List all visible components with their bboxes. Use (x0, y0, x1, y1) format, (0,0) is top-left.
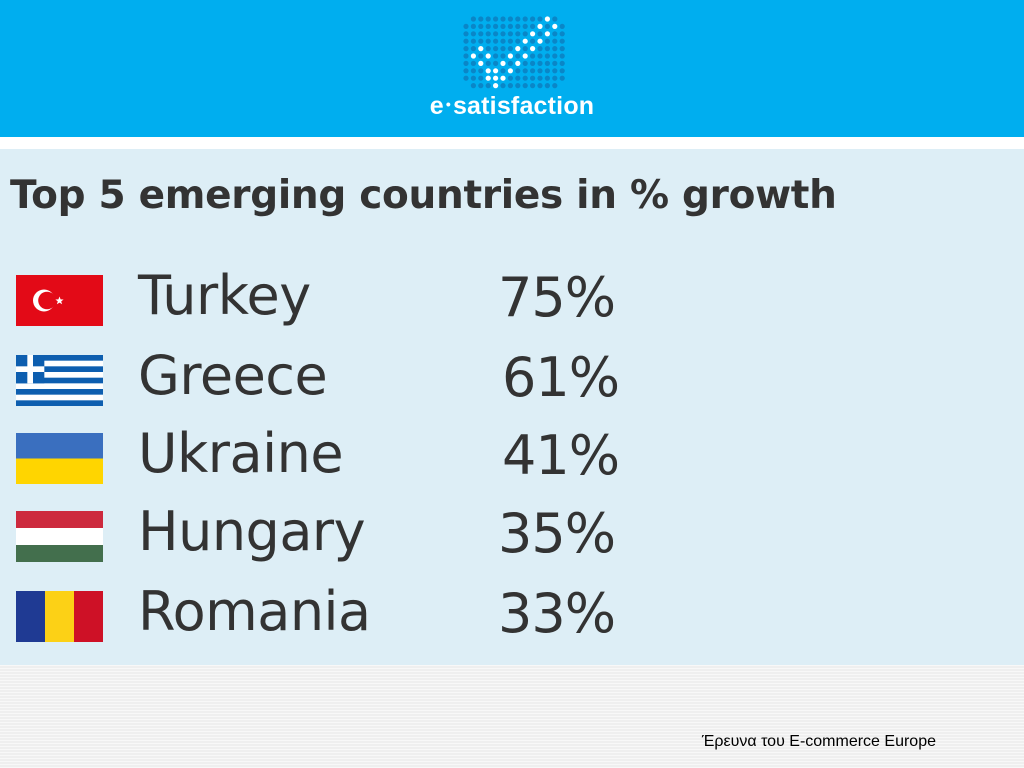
source-note: Έρευνα του E-commerce Europe (701, 733, 936, 750)
growth-value: 75% (498, 266, 616, 329)
footer-area (0, 665, 1024, 768)
slide-title: Top 5 emerging countries in % growth (10, 173, 837, 218)
brand-logo-text: e •satisfaction (0, 92, 1024, 121)
brand-prefix: e (429, 92, 444, 120)
country-name: Romania (138, 580, 371, 643)
country-name: Ukraine (138, 422, 344, 485)
greece-flag-icon (16, 355, 103, 406)
country-row-romania: Romania 33% (0, 580, 1024, 666)
divider-strip (0, 137, 1024, 149)
country-name: Turkey (138, 264, 311, 327)
hungary-flag-icon (16, 511, 103, 562)
brand-dot: • (445, 96, 451, 112)
ukraine-flag-icon (16, 433, 103, 484)
turkey-flag-icon (16, 275, 103, 326)
country-name: Hungary (138, 500, 366, 563)
country-row-hungary: Hungary 35% (0, 500, 1024, 586)
romania-flag-icon (16, 591, 103, 642)
country-row-ukraine: Ukraine 41% (0, 422, 1024, 508)
brand-suffix: satisfaction (452, 92, 595, 120)
content-panel: Top 5 emerging countries in % growth Tur… (0, 149, 1024, 665)
country-row-turkey: Turkey 75% (0, 264, 1024, 350)
growth-value: 41% (502, 424, 620, 487)
growth-value: 61% (502, 346, 620, 409)
growth-value: 35% (498, 502, 616, 565)
header-bar: e •satisfaction (0, 0, 1024, 137)
country-row-greece: Greece 61% (0, 344, 1024, 430)
country-name: Greece (138, 344, 328, 407)
dot-grid-check-icon (463, 16, 565, 89)
growth-value: 33% (498, 582, 616, 645)
